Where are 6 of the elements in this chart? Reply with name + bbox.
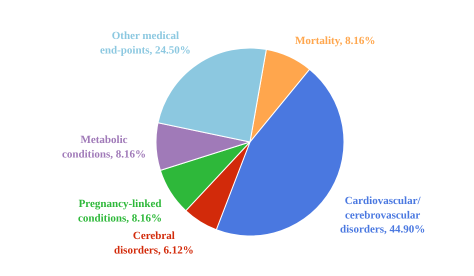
slice-label: Mortality, 8.16% [295, 35, 376, 47]
slice-label: Other medical end-points, 24.50% [100, 30, 191, 56]
slice-label: Cardiovascular/cerebrovascular disorders, 44.90% [340, 195, 426, 236]
slice-label: Metabolic conditions, 8.16% [62, 134, 146, 160]
slice-label: Pregnancy-linked conditions, 8.16% [78, 198, 162, 224]
slice-label: Cerebral disorders, 6.12% [114, 230, 194, 256]
